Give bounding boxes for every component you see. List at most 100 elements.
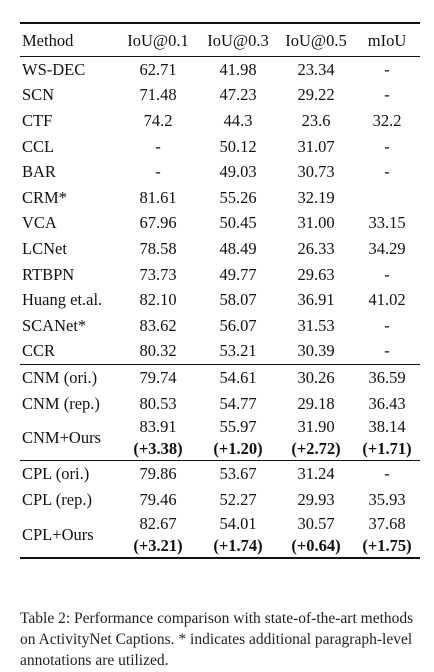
results-table: Method IoU@0.1 IoU@0.3 IoU@0.5 mIoU WS-D… <box>20 22 420 559</box>
iou-0-3-cell: 55.97 (+1.20) <box>198 416 278 462</box>
miou-cell: 37.68 (+1.75) <box>354 512 420 559</box>
iou-0-1-cell: - <box>155 162 161 182</box>
table-row: CTF 74.2 44.3 23.6 32.2 <box>20 108 420 134</box>
iou-0-1-cell: 82.10 <box>139 290 177 310</box>
iou-0-3-cell: 49.03 <box>219 162 257 182</box>
iou-0-1-cell: 80.53 <box>139 393 177 413</box>
iou-0-5-cell: 31.90 (+2.72) <box>278 416 354 462</box>
table-group-cpl: CPL (ori.) 79.86 53.67 31.24 - CPL (rep.) 79.4… <box>20 461 420 513</box>
header-iou-0-3: IoU@0.3 <box>198 22 278 57</box>
iou-0-3-cell: 53.67 <box>219 464 257 484</box>
method-cell: CRM* <box>22 187 67 207</box>
table-group-cnm: CNM (ori.) 79.74 54.61 30.26 36.59 CNM (rep.)… <box>20 365 420 417</box>
iou-0-5-cell: 30.39 <box>278 338 354 366</box>
iou-0-1-cell: 67.96 <box>139 213 177 233</box>
method-cell: CTF <box>22 110 53 130</box>
miou-cell: 38.14 (+1.71) <box>354 416 420 462</box>
table-row: Huang et.al. 82.10 58.07 36.91 41.02 <box>20 287 420 313</box>
table-row: SCN 71.48 47.23 29.22 - <box>20 83 420 109</box>
iou-0-5-cell: 26.33 <box>297 238 335 258</box>
table-group-baselines: WS-DEC 62.71 41.98 23.34 - SCN 71.48 47.23 29.22… <box>20 57 420 366</box>
value: 83.91 <box>139 417 177 437</box>
miou-cell: 35.93 <box>368 489 406 509</box>
miou-cell: - <box>384 59 390 79</box>
table-row: CNM (ori.) 79.74 54.61 30.26 36.59 <box>20 365 420 391</box>
iou-0-1-cell: 78.58 <box>139 238 177 258</box>
method-cell: CNM (ori.) <box>22 367 98 387</box>
iou-0-3-cell: 49.77 <box>219 264 257 284</box>
table-row: CCL - 50.12 31.07 - <box>20 134 420 160</box>
miou-cell: 36.43 <box>368 393 406 413</box>
iou-0-3-cell: 47.23 <box>219 85 257 105</box>
table-group-cpl-ours: CPL+Ours 82.67 (+3.21) 54.01 (+1.74) 30.… <box>20 512 420 559</box>
iou-0-1-cell: 79.86 <box>139 464 177 484</box>
iou-0-3-cell: 56.07 <box>219 315 257 335</box>
iou-0-1-cell: 81.61 <box>139 187 177 207</box>
value: 37.68 <box>368 513 406 533</box>
iou-0-5-cell: 31.00 <box>297 213 335 233</box>
miou-cell: 33.15 <box>368 213 406 233</box>
table-row: SCANet* 83.62 56.07 31.53 - <box>20 313 420 339</box>
iou-0-5-cell: 31.07 <box>297 136 335 156</box>
method-cell: SCANet* <box>22 315 87 335</box>
header-method: Method <box>20 22 118 57</box>
table-header-row: Method IoU@0.1 IoU@0.3 IoU@0.5 mIoU <box>20 22 420 57</box>
iou-0-5-cell: 23.6 <box>301 110 331 130</box>
value: 38.14 <box>368 417 406 437</box>
gain-value: (+3.21) <box>133 535 183 555</box>
iou-0-5-cell: 30.57 (+0.64) <box>278 512 354 559</box>
gain-value: (+2.72) <box>291 439 341 459</box>
miou-cell: - <box>384 162 390 182</box>
gain-value: (+0.64) <box>291 535 341 555</box>
iou-0-3-cell: 58.07 <box>219 290 257 310</box>
miou-cell <box>354 185 420 211</box>
iou-0-1-cell: 74.2 <box>143 110 173 130</box>
header-iou-0-5: IoU@0.5 <box>278 22 354 57</box>
iou-0-3-cell: 52.27 <box>219 489 257 509</box>
iou-0-3-cell: 55.26 <box>219 187 257 207</box>
table-row-cpl-ours: CPL+Ours 82.67 (+3.21) 54.01 (+1.74) 30.… <box>20 512 420 559</box>
miou-cell: - <box>384 136 390 156</box>
method-cell: CCL <box>22 136 55 156</box>
iou-0-3-cell: 54.01 (+1.74) <box>198 512 278 559</box>
table-row: BAR - 49.03 30.73 - <box>20 159 420 185</box>
method-cell: LCNet <box>22 238 67 258</box>
value: 30.57 <box>297 513 335 533</box>
iou-0-3-cell: 48.49 <box>219 238 257 258</box>
iou-0-5-cell: 36.91 <box>297 290 335 310</box>
value: 82.67 <box>139 513 177 533</box>
iou-0-3-cell: 54.77 <box>219 393 257 413</box>
iou-0-5-cell: 29.63 <box>297 264 335 284</box>
iou-0-3-cell: 50.45 <box>219 213 257 233</box>
table-row: VCA 67.96 50.45 31.00 33.15 <box>20 211 420 237</box>
iou-0-5-cell: 31.24 <box>297 464 335 484</box>
iou-0-1-cell: 73.73 <box>139 264 177 284</box>
iou-0-5-cell: 31.53 <box>297 315 335 335</box>
miou-cell: 32.2 <box>372 110 402 130</box>
method-cell: SCN <box>22 85 55 105</box>
method-cell: RTBPN <box>22 264 75 284</box>
iou-0-5-cell: 29.93 <box>297 489 335 509</box>
miou-cell: - <box>384 264 390 284</box>
table-row: CCR 80.32 53.21 30.39- <box>20 338 420 366</box>
miou-cell: - <box>384 315 390 335</box>
iou-0-5-cell: 29.22 <box>297 85 335 105</box>
iou-0-1-cell: 79.46 <box>139 489 177 509</box>
method-cell: CNM (rep.) <box>22 393 100 413</box>
iou-0-1-cell: 82.67 (+3.21) <box>118 512 198 559</box>
method-cell: CPL (ori.) <box>22 464 90 484</box>
table-row: CRM* 81.61 55.26 32.19 <box>20 185 420 211</box>
iou-0-1-cell: - <box>155 136 161 156</box>
iou-0-3-cell: 44.3 <box>223 110 253 130</box>
miou-cell: - <box>354 338 420 366</box>
header-iou-0-1: IoU@0.1 <box>118 22 198 57</box>
header-miou: mIoU <box>354 22 420 57</box>
iou-0-1-cell: 71.48 <box>139 85 177 105</box>
method-cell: WS-DEC <box>22 59 86 79</box>
method-cell: VCA <box>22 213 57 233</box>
table-row: RTBPN 73.73 49.77 29.63 - <box>20 262 420 288</box>
iou-0-3-cell: 50.12 <box>219 136 257 156</box>
gain-value: (+1.75) <box>362 535 412 555</box>
gain-value: (+1.20) <box>213 439 263 459</box>
iou-0-3-cell: 41.98 <box>219 59 257 79</box>
